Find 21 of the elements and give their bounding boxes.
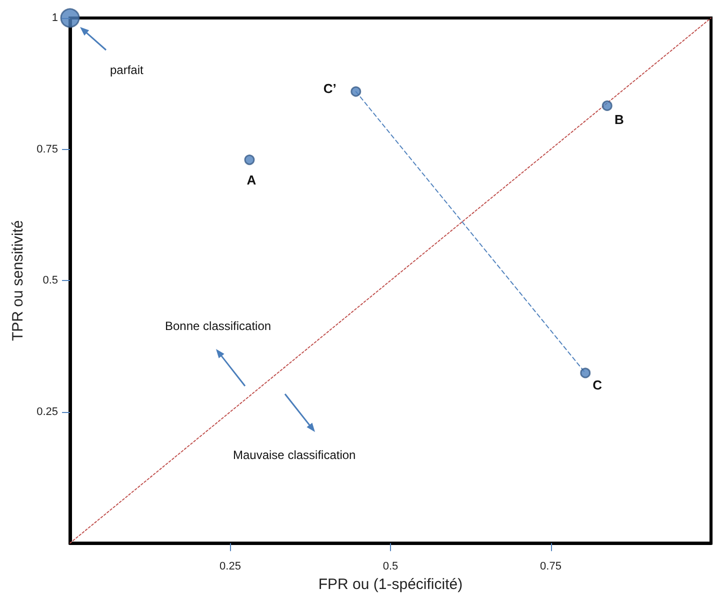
annotation: C’	[323, 81, 336, 96]
annotation: Mauvaise classification	[233, 448, 356, 462]
point	[580, 368, 591, 378]
y-tick-label: 1	[52, 12, 58, 24]
annotation: C	[592, 377, 603, 392]
x-tick-label: 0.5	[382, 560, 398, 573]
x-tick-label: 0.75	[540, 560, 562, 573]
annotation: B	[614, 112, 624, 128]
y-tick-label: 0.25	[36, 406, 58, 418]
point	[602, 100, 612, 111]
y-tick-label: 0.75	[36, 143, 58, 156]
x-tick-label: 0.25	[220, 560, 241, 573]
annotation: A	[246, 172, 257, 188]
annotation: Bonne classification	[165, 319, 272, 333]
x-axis-title: FPR ou (1-spécificité)	[318, 576, 463, 593]
point	[350, 86, 362, 97]
y-axis-title: TPR ou sensitivité	[10, 220, 27, 341]
point	[60, 8, 80, 28]
annotation: parfait	[110, 63, 144, 77]
y-tick-label: 0.5	[42, 274, 58, 287]
point	[244, 154, 255, 166]
